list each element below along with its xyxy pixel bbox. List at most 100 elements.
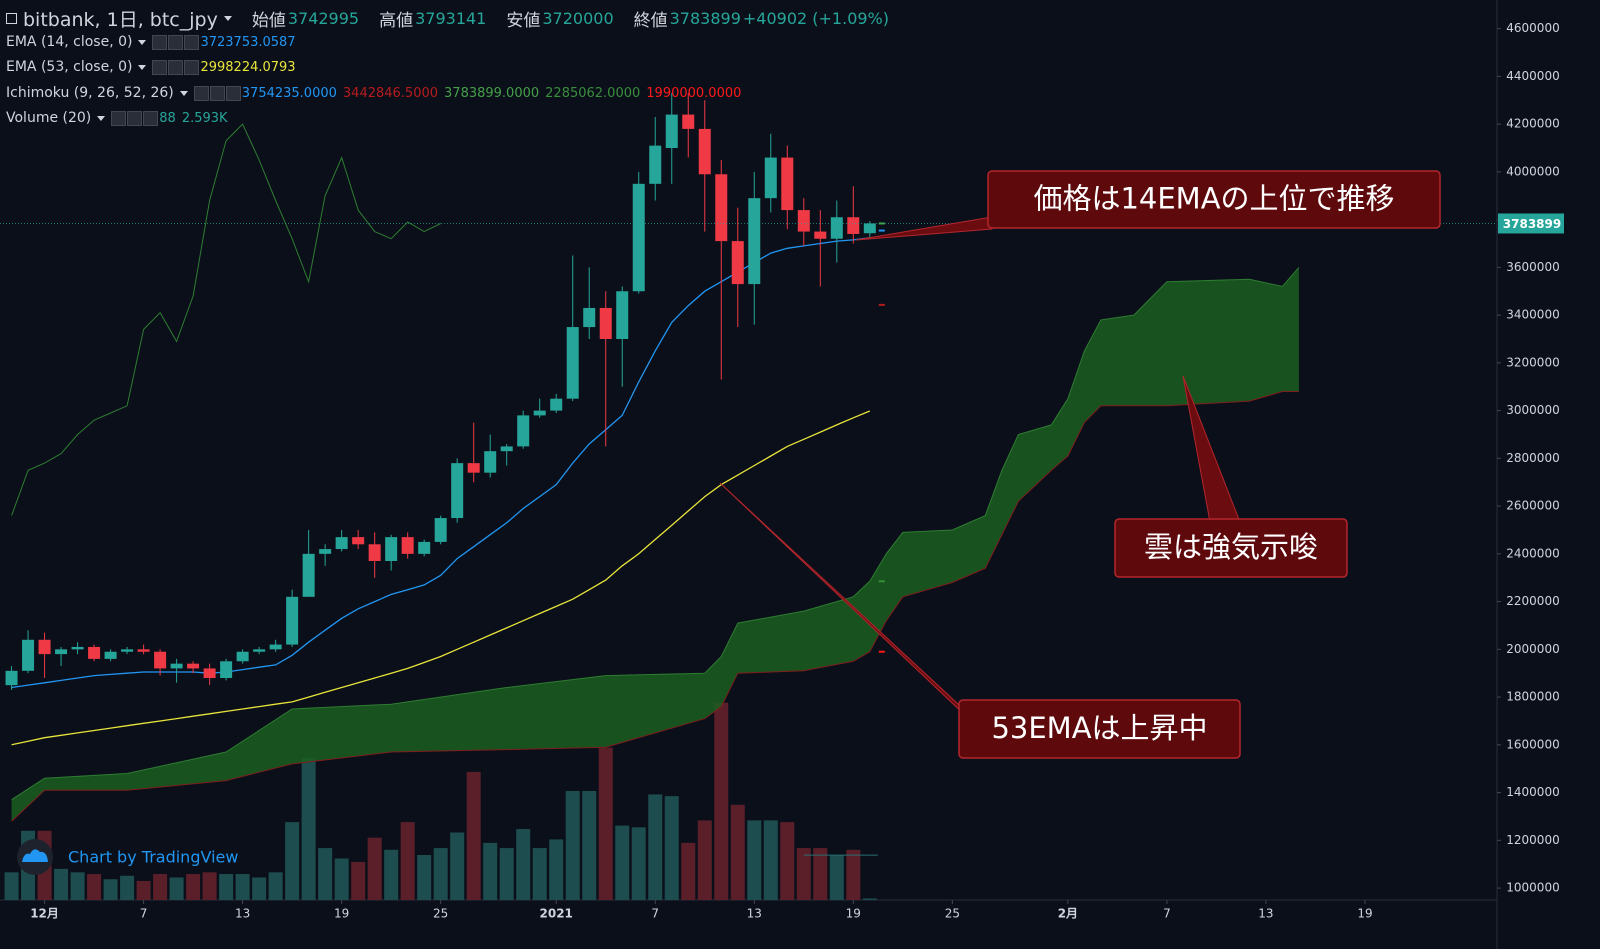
volume-bar [334,858,349,900]
volume-bar [763,820,778,900]
candle-body [583,307,596,328]
candle-body [368,544,381,562]
y-tick-label: 1200000 [1506,833,1559,847]
volume-bar [681,842,696,900]
icon[interactable] [193,85,209,101]
volume-bar [450,832,465,900]
caret[interactable] [138,64,147,70]
volume-bar [565,790,580,900]
candle-body [55,649,68,655]
candle-body [385,537,398,562]
ohlc-value: 3720000 [542,9,614,28]
volume-bar [252,877,267,900]
icon[interactable] [143,110,159,126]
x-tick-label: 2月 [1058,907,1078,921]
legend-value: 2285062.0000 [545,85,641,101]
icon[interactable] [209,85,225,101]
watermark-logo [22,849,48,862]
icon[interactable] [152,59,168,75]
icon[interactable] [168,34,184,50]
y-tick-label: 2000000 [1506,642,1559,656]
candle-body [616,291,629,339]
volume-bar [549,839,564,900]
candle-body [715,174,728,242]
watermark-text: Chart by TradingView [68,848,238,867]
volume-bar [285,822,300,900]
change: +40902 (+1.09%) [742,9,889,28]
candle-body [599,307,612,339]
x-tick-label: 19 [846,907,861,921]
caret[interactable] [97,115,106,121]
x-tick-label: 12月 [30,907,59,921]
collapse-icon[interactable] [6,13,17,24]
price-label-bg [1498,213,1564,234]
volume-bar [532,848,547,900]
legend-value: 3754235.0000 [241,85,337,101]
candle-body [698,128,711,175]
candle-body [830,217,843,239]
caret[interactable] [223,16,232,21]
x-tick-label: 25 [433,907,448,921]
ichimoku-span-b [11,391,1299,822]
legend-ema53: EMA (53, close, 0) 2998224.0793 [6,59,296,75]
volume-bar [153,874,168,900]
volume-bar [235,874,250,900]
candle-body [302,553,315,597]
y-tick-label: 4600000 [1506,21,1559,35]
caret[interactable] [138,39,147,45]
volume-bar [318,848,333,900]
x-tick-label: 13 [1258,907,1273,921]
volume-bar [268,872,283,900]
volume-bar [499,848,514,900]
icon[interactable] [111,110,127,126]
x-tick-label: 7 [1163,907,1171,921]
volume-bar [747,820,762,900]
candle-body [418,541,431,554]
icon[interactable] [184,59,200,75]
volume-bar [582,790,597,900]
candle-body [863,223,876,234]
y-tick-label: 1400000 [1506,785,1559,799]
candle-body [550,398,563,411]
x-tick-label: 19 [334,907,349,921]
legend-value: 3783899.0000 [444,85,540,101]
volume-bar [780,822,795,900]
y-tick-label: 1000000 [1506,881,1559,895]
callout-text: 価格は14EMAの上位で推移 [1033,182,1394,216]
candle-body [121,649,134,652]
candle-body [451,463,464,519]
candle-body [22,639,35,671]
y-tick-label: 1600000 [1506,737,1559,751]
callout-text: 雲は強気示唆 [1144,530,1318,564]
candle-body [104,651,117,659]
icon[interactable] [152,34,168,50]
icon[interactable] [127,110,143,126]
ichimoku-span-a [11,267,1300,801]
volume-bar [4,872,19,900]
candle-body [682,114,695,129]
candle-body [434,518,447,542]
legend-name: Volume (20) [6,110,92,126]
symbol-title: bitbank, 1日, btc_jpy [23,9,218,31]
volume-bar [301,758,316,900]
volume-bar [219,874,234,900]
x-tick-label: 7 [140,907,148,921]
candle-body [665,114,678,149]
caret[interactable] [179,90,188,96]
candle-body [748,198,761,285]
icon[interactable] [184,34,200,50]
icon[interactable] [225,85,241,101]
candle-body [764,157,777,199]
callout-box [987,170,1441,229]
candle-body [187,663,200,669]
candle-body [335,537,348,550]
y-tick-label: 3200000 [1506,355,1559,369]
volume-bar [796,848,811,900]
candle-body [137,649,150,652]
volume-bar [169,877,184,900]
candle-body [352,537,365,545]
x-tick-label: 13 [235,907,250,921]
icon[interactable] [168,59,184,75]
candle-body [566,327,579,399]
